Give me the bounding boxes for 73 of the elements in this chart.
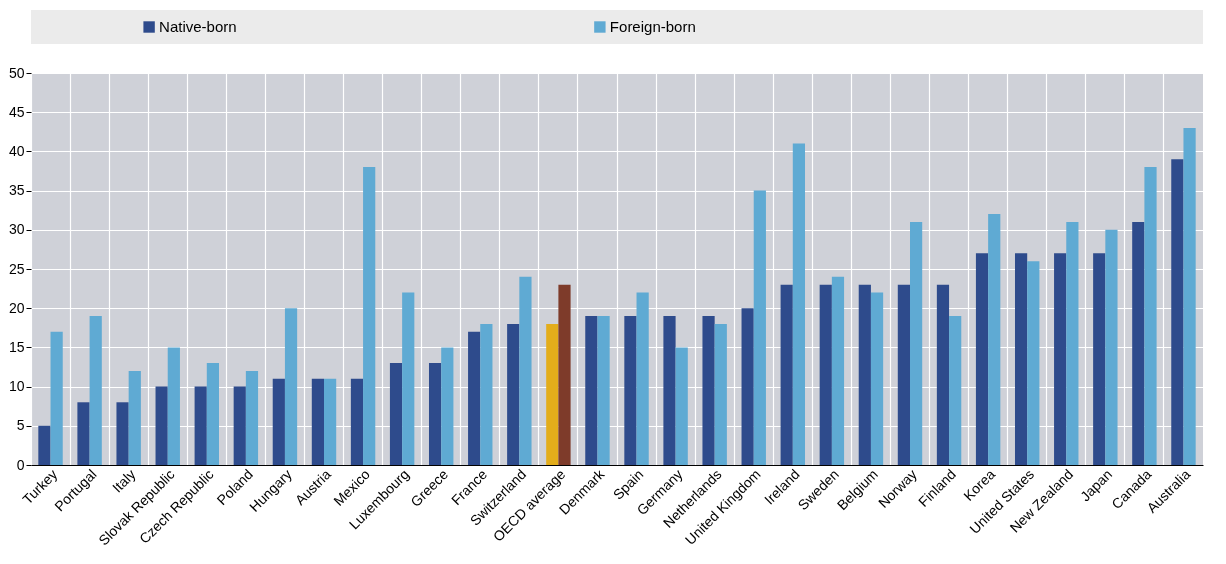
bar [1014, 253, 1028, 465]
bar [949, 316, 962, 465]
y-tick-label: 5 [16, 417, 25, 434]
bar [792, 143, 806, 465]
bar [624, 316, 637, 465]
bar [753, 190, 766, 465]
bar [819, 284, 832, 465]
y-tick-label: 10 [8, 378, 25, 395]
legend-label: Foreign-born [609, 18, 696, 35]
bar [480, 323, 493, 465]
y-tick-label: 45 [8, 103, 25, 120]
bar [975, 253, 989, 465]
bar [1066, 221, 1079, 465]
bar [194, 386, 207, 465]
bar [311, 378, 324, 465]
bar [1105, 229, 1118, 465]
bar [428, 363, 442, 465]
bar [741, 308, 754, 465]
bar [675, 347, 688, 465]
y-tick-label: 40 [8, 142, 25, 159]
bar [1093, 253, 1106, 465]
bar [206, 363, 220, 465]
bar [702, 316, 715, 465]
bar [558, 284, 571, 465]
bar [284, 308, 298, 465]
y-tick-label: 30 [8, 221, 25, 238]
bar [468, 331, 481, 465]
bar [636, 292, 649, 465]
bar [897, 284, 910, 465]
bar [1027, 261, 1040, 465]
bar [350, 378, 364, 465]
bar [89, 316, 102, 465]
bar [77, 402, 90, 465]
bar [831, 276, 845, 465]
bar [233, 386, 246, 465]
bar [714, 323, 727, 465]
bar [546, 323, 559, 465]
bar [402, 292, 415, 465]
bar [507, 323, 520, 465]
y-tick-label: 25 [8, 260, 25, 277]
bar [1132, 221, 1145, 465]
bar [1183, 127, 1196, 465]
bar [1144, 167, 1157, 465]
bar [363, 167, 376, 465]
y-tick-label: 50 [8, 64, 25, 81]
bar [50, 331, 63, 465]
y-tick-label: 0 [16, 456, 25, 473]
bar [38, 425, 51, 465]
bar [155, 386, 168, 465]
bar [128, 370, 141, 465]
bar [597, 316, 610, 465]
y-tick-label: 15 [8, 338, 25, 355]
legend-label: Native-born [159, 18, 237, 35]
bar [870, 292, 884, 465]
bar [910, 221, 923, 465]
bar [858, 284, 871, 465]
bar [441, 347, 454, 465]
bar [936, 284, 950, 465]
bar [245, 370, 259, 465]
y-tick-label: 20 [8, 299, 25, 316]
bar [780, 284, 793, 465]
y-tick-label: 35 [8, 182, 25, 199]
bar [663, 316, 676, 465]
bar [116, 402, 129, 465]
bar [167, 347, 180, 465]
bar [988, 214, 1001, 465]
bar [1171, 159, 1184, 465]
bar [585, 316, 598, 465]
bar [324, 378, 337, 465]
bar [272, 378, 285, 465]
bar [1054, 253, 1067, 465]
bar [389, 363, 403, 465]
bar [519, 276, 532, 465]
